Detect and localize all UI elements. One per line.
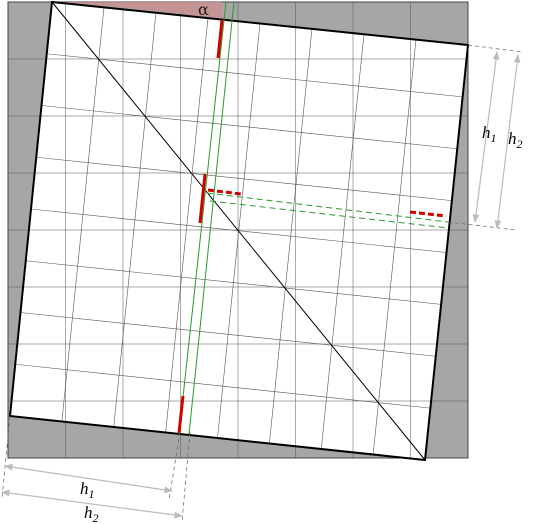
- rotated-grid-line: [15, 363, 431, 409]
- label-sub: 2: [517, 137, 523, 151]
- h2-label: h2: [508, 129, 523, 151]
- diagonal: [51, 1, 426, 461]
- rotated-grid-line: [25, 260, 442, 305]
- label-base: h: [84, 503, 93, 522]
- rotated-grid-line: [320, 34, 365, 450]
- label-sub: 1: [491, 131, 497, 145]
- red-marks: [177, 19, 447, 434]
- green-line: [178, 1, 227, 435]
- rotated-grid-line: [20, 312, 436, 357]
- rotated-grid-line: [269, 28, 313, 444]
- rotated-grid-line: [372, 39, 417, 455]
- green-dashed: [206, 192, 449, 223]
- rotated-grid: [15, 7, 463, 455]
- label-sub: 2: [93, 511, 99, 524]
- label-base: h: [508, 129, 517, 148]
- h1-label: h1: [482, 123, 497, 145]
- label-sub: 1: [89, 487, 95, 501]
- angle-wedge: [52, 2, 223, 19]
- alpha-label: α: [198, 0, 209, 19]
- dimension-arrows: [1, 51, 521, 519]
- green-line: [188, 1, 235, 435]
- h1-label: h1: [80, 479, 95, 501]
- label-base: h: [80, 479, 89, 498]
- h2-label: h2: [84, 503, 99, 524]
- label-base: h: [482, 123, 491, 142]
